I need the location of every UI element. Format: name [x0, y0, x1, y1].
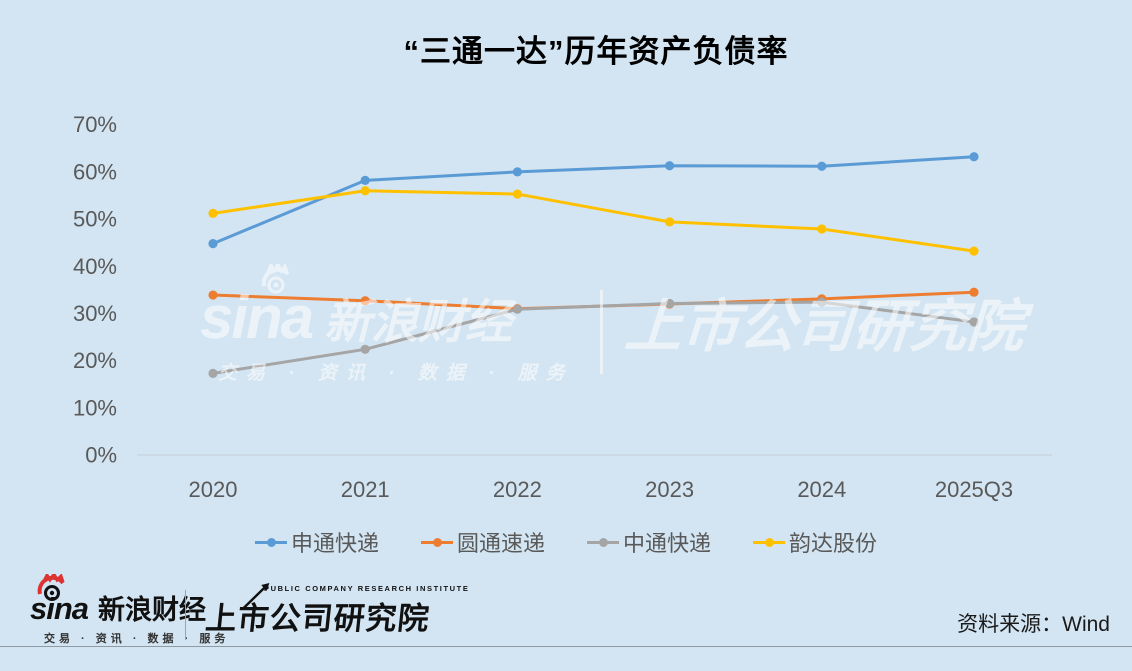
x-tick-label: 2023 [645, 477, 694, 502]
data-point [969, 287, 979, 297]
data-point [817, 224, 827, 234]
footer-tagline: 交易 · 资讯 · 数据 · 服务 [44, 633, 230, 645]
y-tick-label: 40% [73, 254, 117, 279]
legend-label: 申通快递 [290, 531, 379, 556]
sina-flame-eye-icon [37, 574, 65, 601]
data-point [512, 167, 523, 177]
y-tick-label: 50% [73, 207, 117, 232]
data-point [665, 298, 675, 309]
legend-item-zhongtong: 中通快递 [587, 526, 711, 558]
y-tick-label: 20% [73, 348, 117, 373]
chart-title: “三通一达”历年资产负债率 [403, 34, 789, 69]
x-tick-label: 2025Q3 [935, 477, 1013, 502]
data-point [665, 217, 675, 227]
line-chart: 0% 10% 20% 30% 40% 50% 60% 70% 2020 2021 2022 2023 2… [73, 112, 1052, 502]
data-point [360, 344, 370, 354]
data-point [208, 208, 218, 219]
x-tick-label: 2020 [189, 477, 238, 502]
arrow-icon [241, 583, 270, 610]
footer-brand: 新浪财经 [98, 595, 207, 625]
footer: sina 新浪财经 交易 · 资讯 · 数据 · 服务 PUBLIC COMPA… [0, 574, 1132, 671]
y-tick-label: 10% [73, 395, 117, 420]
legend-marker-icon [420, 534, 453, 550]
data-source-label: 资料来源：Wind [957, 613, 1110, 636]
footer-logo-divider [185, 590, 186, 640]
legend-label: 中通快递 [623, 531, 712, 556]
data-point [208, 239, 218, 249]
y-tick-label: 70% [73, 112, 117, 137]
footer-rule [0, 646, 1132, 647]
data-point [665, 161, 675, 171]
data-point [969, 246, 979, 256]
legend-label: 韵达股份 [789, 531, 878, 556]
data-point [512, 304, 523, 314]
legend-label: 圆通速递 [456, 531, 545, 556]
footer-sina-text: sina [30, 591, 89, 626]
y-tick-label: 0% [85, 443, 117, 468]
x-tick-label: 2024 [797, 477, 846, 502]
series-line [212, 300, 975, 375]
y-tick-label: 30% [73, 301, 117, 326]
legend-marker-icon [254, 534, 287, 550]
data-point [969, 152, 979, 162]
y-tick-label: 60% [73, 159, 117, 184]
x-tick-label: 2022 [493, 477, 542, 502]
series-line [212, 189, 975, 253]
data-point [817, 161, 827, 171]
legend-item-yuantong: 圆通速递 [420, 526, 545, 558]
data-point [817, 297, 827, 307]
data-point [208, 290, 218, 300]
data-point [512, 189, 523, 199]
series-line [212, 155, 975, 245]
legend-marker-icon [753, 534, 786, 550]
legend-marker-icon [587, 534, 619, 550]
data-point [360, 175, 370, 185]
data-point [208, 368, 218, 378]
data-point [969, 317, 979, 327]
chart-legend: 申通快递 圆通速递 中通快递 韵达股份 [0, 526, 1132, 558]
legend-item-shentong: 申通快递 [254, 526, 379, 558]
data-point [360, 296, 370, 306]
data-point [360, 186, 370, 196]
footer-institute-en: PUBLIC COMPANY RESEARCH INSTITUTE [264, 584, 470, 593]
x-tick-label: 2021 [341, 477, 390, 502]
footer-sina-logo: sina 新浪财经 交易 · 资讯 · 数据 · 服务 [30, 574, 230, 646]
legend-item-yunda: 韵达股份 [753, 526, 877, 558]
footer-institute-zh: 上市公司研究院 [204, 583, 472, 638]
footer-institute-logo: PUBLIC COMPANY RESEARCH INSTITUTE 上市公司研究… [204, 583, 472, 638]
